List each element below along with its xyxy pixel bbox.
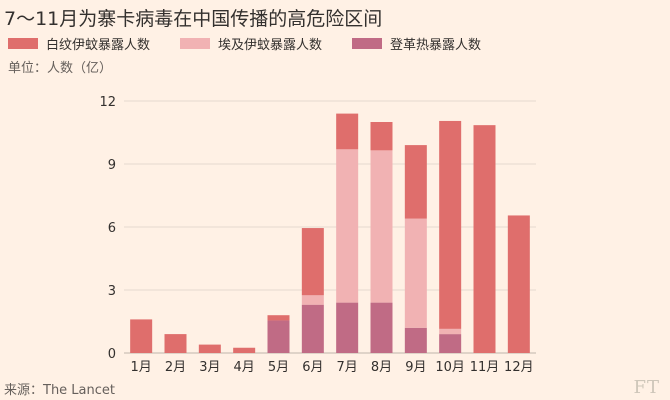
bar-albopictus-1 [130, 319, 153, 353]
x-tick-label: 1月 [131, 360, 152, 375]
x-tick-label: 7月 [337, 360, 358, 375]
bar-albopictus-10 [439, 120, 462, 329]
bar-aegypti-9 [404, 218, 427, 328]
x-tick-label: 8月 [371, 360, 392, 375]
bar-aegypti-6 [301, 295, 324, 305]
bar-albopictus-7 [336, 113, 359, 150]
bar-albopictus-6 [301, 228, 324, 296]
bar-dengue-8 [370, 302, 393, 353]
legend-item-aegypti: 埃及伊蚊暴露人数 [180, 34, 322, 53]
y-tick-label: 12 [99, 95, 116, 110]
bar-dengue-10 [439, 334, 462, 353]
x-tick-label: 4月 [234, 360, 255, 375]
legend-item-dengue: 登革热暴露人数 [352, 34, 481, 53]
y-tick-label: 0 [108, 347, 116, 362]
bar-albopictus-9 [404, 145, 427, 219]
unit-label: 单位：人数（亿） [8, 61, 113, 76]
ft-logo: FT [633, 377, 660, 398]
y-tick-label: 3 [108, 284, 116, 299]
source-note: 来源：The Lancet [4, 383, 116, 398]
bar-dengue-5 [267, 320, 290, 353]
bar-albopictus-4 [233, 347, 256, 353]
x-tick-label: 9月 [405, 360, 426, 375]
legend: 白纹伊蚊暴露人数 埃及伊蚊暴露人数 登革热暴露人数 [8, 34, 481, 53]
bar-dengue-7 [336, 302, 359, 353]
bar-aegypti-8 [370, 150, 393, 303]
x-tick-label: 3月 [199, 360, 220, 375]
bar-dengue-6 [301, 304, 324, 353]
legend-label-albopictus: 白纹伊蚊暴露人数 [46, 38, 151, 53]
bar-albopictus-5 [267, 315, 290, 321]
chart-title: 7～11月为寨卡病毒在中国传播的高危险区间 [4, 8, 383, 30]
legend-swatch-aegypti [180, 38, 211, 49]
bar-albopictus-3 [198, 344, 221, 353]
x-tick-label: 10月 [435, 360, 465, 375]
legend-item-albopictus: 白纹伊蚊暴露人数 [8, 34, 150, 53]
legend-label-dengue: 登革热暴露人数 [390, 38, 482, 53]
x-tick-label: 12月 [504, 360, 534, 375]
bar-albopictus-12 [507, 215, 530, 353]
bar-albopictus-11 [473, 125, 496, 354]
x-tick-label: 11月 [470, 360, 500, 375]
bar-aegypti-10 [439, 328, 462, 335]
legend-label-aegypti: 埃及伊蚊暴露人数 [218, 38, 323, 53]
y-tick-label: 6 [108, 221, 116, 236]
bar-albopictus-2 [164, 334, 187, 353]
bar-albopictus-8 [370, 122, 393, 151]
legend-swatch-dengue [352, 38, 383, 49]
x-tick-label: 2月 [165, 360, 186, 375]
legend-swatch-albopictus [8, 38, 38, 49]
y-tick-label: 9 [108, 158, 116, 173]
bar-aegypti-7 [336, 149, 359, 303]
x-tick-label: 6月 [302, 360, 323, 375]
x-tick-label: 5月 [268, 360, 289, 375]
bar-dengue-9 [404, 327, 427, 353]
